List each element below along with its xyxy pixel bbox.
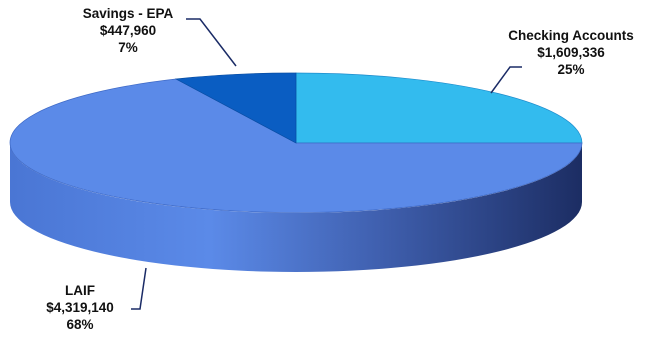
leader-line-laif [131,267,147,310]
value-savings-epa: $447,960 [100,23,156,38]
percent-laif: 68% [66,317,93,332]
label-savings-epa: Savings - EPA [83,6,174,21]
percent-checking-accounts: 25% [557,62,584,77]
label-laif: LAIF [65,283,95,298]
value-checking-accounts: $1,609,336 [537,45,605,60]
pie-side-wall [10,143,582,272]
slice-checking-accounts [295,72,583,144]
slice-laif [9,78,583,213]
slice-savings-epa [174,72,297,144]
percent-savings-epa: 7% [118,40,138,55]
value-laif: $4,319,140 [46,300,114,315]
label-checking-accounts: Checking Accounts [508,28,634,43]
leader-line-checking-accounts [490,66,522,94]
leader-line-savings-epa [186,18,237,67]
